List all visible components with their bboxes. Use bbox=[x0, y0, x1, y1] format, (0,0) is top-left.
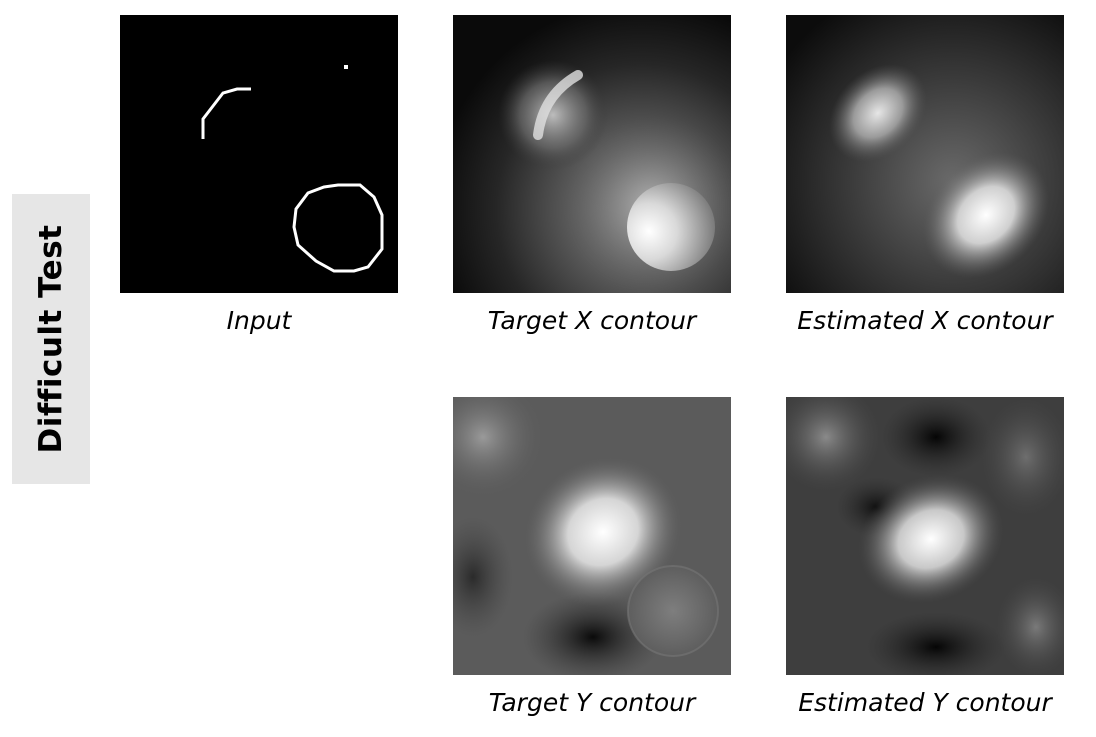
target-x-caption: Target X contour bbox=[487, 306, 697, 335]
estimated-y-image bbox=[786, 397, 1064, 675]
dot-contour bbox=[344, 65, 348, 69]
arc-contour bbox=[201, 87, 251, 139]
input-caption: Input bbox=[226, 306, 292, 335]
row-label-box: Difficult Test bbox=[12, 194, 90, 484]
target-x-image bbox=[453, 15, 731, 293]
target-y-image bbox=[453, 397, 731, 675]
row-label: Difficult Test bbox=[33, 224, 69, 454]
input-image bbox=[120, 15, 398, 293]
target-y-caption: Target Y contour bbox=[488, 688, 696, 717]
estimated-y-caption: Estimated Y contour bbox=[798, 688, 1052, 717]
estimated-x-image bbox=[786, 15, 1064, 293]
estimated-x-caption: Estimated X contour bbox=[797, 306, 1053, 335]
circle-contour bbox=[292, 183, 384, 273]
